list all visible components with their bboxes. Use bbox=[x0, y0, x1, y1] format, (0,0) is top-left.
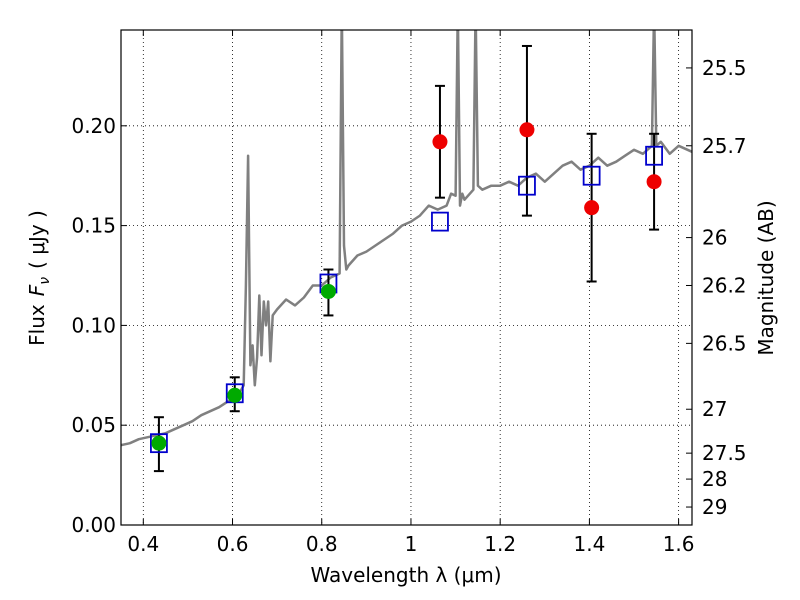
y-axis-title: Flux Fν ( μJy ) bbox=[25, 210, 53, 346]
magnitude-tick-label: 26.2 bbox=[702, 273, 747, 297]
sed-model-line bbox=[121, 30, 692, 447]
y-tick-label: 0.10 bbox=[71, 313, 116, 337]
y-axis-title-symbol: F bbox=[25, 284, 49, 296]
observed-point-green bbox=[320, 283, 336, 299]
y-tick-label: 0.05 bbox=[71, 413, 116, 437]
x-tick-label: 1.6 bbox=[663, 532, 695, 556]
grid-lines bbox=[121, 30, 692, 526]
x-tick-label: 1.2 bbox=[484, 532, 516, 556]
marker-layer bbox=[150, 44, 663, 473]
x-tick-label: 0.6 bbox=[217, 532, 249, 556]
magnitude-tick-label: 26.5 bbox=[702, 331, 747, 355]
magnitude-tick-label: 27 bbox=[702, 397, 727, 421]
magnitude-tick-label: 26 bbox=[702, 226, 727, 250]
tick-labels: 0.4 0.6 0.8 1 1.2 1.4 1.6 0.00 0.05 0.10 0.15 0.20 2… bbox=[71, 56, 746, 556]
y-tick-label: 0.00 bbox=[71, 513, 116, 537]
observed-point-red bbox=[432, 134, 448, 150]
x-tick-label: 0.8 bbox=[306, 532, 338, 556]
x-tick-label: 1.4 bbox=[573, 532, 605, 556]
magnitude-tick-label: 25.7 bbox=[702, 134, 747, 158]
observed-point-green bbox=[151, 435, 167, 451]
plot-frame bbox=[120, 29, 693, 526]
y-axis-title-prefix: Flux bbox=[25, 304, 49, 346]
y2-axis-title: Magnitude (AB) bbox=[754, 200, 778, 355]
model-photometry-square bbox=[582, 165, 601, 186]
x-tick-label: 1 bbox=[405, 532, 418, 556]
observed-point-red bbox=[646, 174, 662, 190]
tick-marks bbox=[121, 30, 692, 526]
y-axis-title-unit: ( μJy ) bbox=[25, 210, 49, 269]
model-photometry-square bbox=[431, 211, 449, 232]
magnitude-tick-label: 27.5 bbox=[702, 441, 747, 465]
observed-point-red bbox=[519, 122, 535, 138]
magnitude-tick-label: 28 bbox=[702, 467, 727, 491]
model-photometry-square bbox=[150, 433, 168, 454]
observed-point-green bbox=[227, 387, 243, 403]
x-tick-label: 0.4 bbox=[127, 532, 159, 556]
magnitude-tick-label: 29 bbox=[702, 495, 727, 519]
y-tick-label: 0.20 bbox=[71, 114, 116, 138]
observed-point-red bbox=[584, 200, 600, 216]
y-axis-title-subscript: ν bbox=[37, 277, 53, 285]
x-axis-title: Wavelength λ (μm) bbox=[310, 563, 501, 587]
model-photometry-square bbox=[645, 145, 663, 166]
model-photometry-square bbox=[518, 175, 536, 196]
magnitude-tick-label: 25.5 bbox=[702, 56, 747, 80]
y-tick-label: 0.15 bbox=[71, 214, 116, 238]
sed-line-layer bbox=[121, 30, 692, 447]
